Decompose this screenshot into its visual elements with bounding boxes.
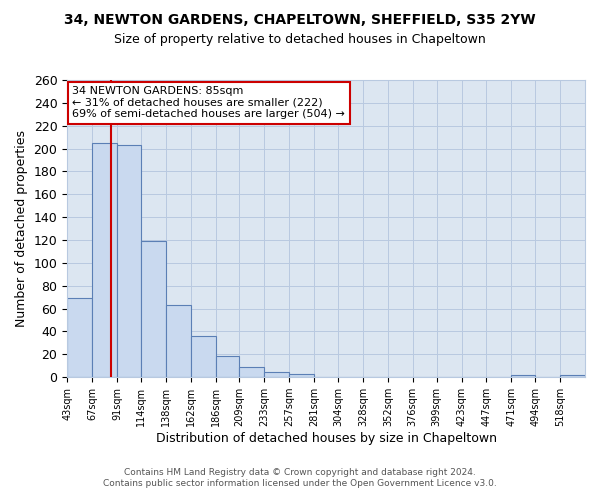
Bar xyxy=(289,374,314,377)
Text: Size of property relative to detached houses in Chapeltown: Size of property relative to detached ho… xyxy=(114,32,486,46)
Text: Contains HM Land Registry data © Crown copyright and database right 2024.
Contai: Contains HM Land Registry data © Crown c… xyxy=(103,468,497,487)
Text: 34, NEWTON GARDENS, CHAPELTOWN, SHEFFIELD, S35 2YW: 34, NEWTON GARDENS, CHAPELTOWN, SHEFFIEL… xyxy=(64,12,536,26)
Bar xyxy=(92,143,117,377)
Bar xyxy=(511,375,535,377)
Bar xyxy=(166,305,191,377)
Bar xyxy=(265,372,289,377)
X-axis label: Distribution of detached houses by size in Chapeltown: Distribution of detached houses by size … xyxy=(155,432,497,445)
Bar xyxy=(239,367,265,377)
Bar xyxy=(560,375,585,377)
Bar xyxy=(191,336,215,377)
Bar xyxy=(67,298,92,377)
Bar xyxy=(117,145,141,377)
Y-axis label: Number of detached properties: Number of detached properties xyxy=(15,130,28,327)
Text: 34 NEWTON GARDENS: 85sqm
← 31% of detached houses are smaller (222)
69% of semi-: 34 NEWTON GARDENS: 85sqm ← 31% of detach… xyxy=(73,86,345,119)
Bar xyxy=(141,241,166,377)
Bar xyxy=(215,356,239,377)
